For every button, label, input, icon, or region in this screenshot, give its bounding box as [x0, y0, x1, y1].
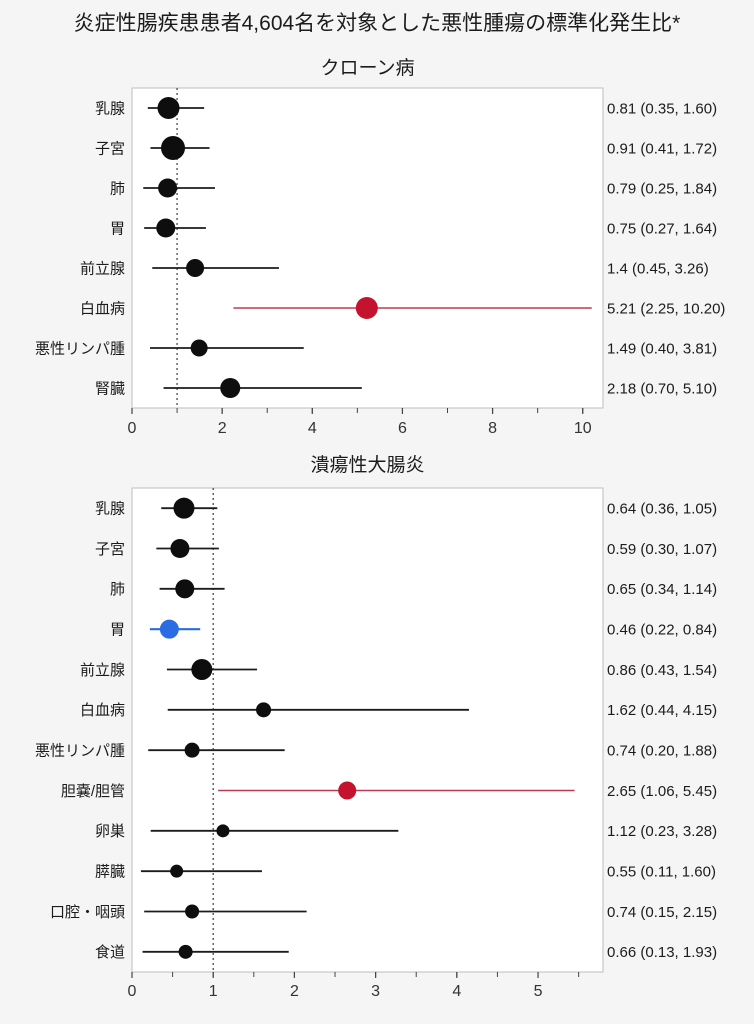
point-marker [216, 824, 230, 838]
value-label: 1.12 (0.23, 3.28) [607, 823, 717, 840]
axis-tick-label: 3 [371, 983, 380, 1000]
row-label: 前立腺 [80, 662, 125, 679]
row-label: 乳腺 [95, 100, 125, 117]
point-marker [157, 97, 180, 119]
axis-tick-label: 4 [308, 420, 317, 437]
row-label: 胃 [110, 220, 125, 237]
axis-tick-label: 1 [209, 983, 218, 1000]
axis-tick-label: 4 [452, 983, 461, 1000]
point-marker [159, 619, 179, 639]
point-marker [156, 218, 176, 238]
point-marker [256, 702, 272, 718]
panel-title-ulcerative-colitis: 潰瘍性大腸炎 [310, 455, 425, 476]
axis-tick-label: 5 [534, 983, 543, 1000]
value-label: 0.86 (0.43, 1.54) [607, 662, 717, 679]
point-marker [355, 297, 378, 319]
point-marker [175, 579, 195, 599]
row-label: 膵臓 [95, 863, 125, 880]
value-label: 0.64 (0.36, 1.05) [607, 500, 717, 517]
axis-tick-label: 2 [218, 420, 227, 437]
point-marker [190, 339, 208, 357]
point-marker [170, 539, 190, 558]
plot-area [131, 87, 604, 409]
row-label: 肺 [110, 180, 125, 197]
value-label: 1.62 (0.44, 4.15) [607, 702, 717, 719]
value-label: 0.66 (0.13, 1.93) [607, 944, 717, 961]
row-label: 口腔・咽頭 [50, 904, 125, 921]
axis-tick-label: 8 [488, 420, 497, 437]
panel-title-crohn: クローン病 [320, 58, 415, 79]
point-marker [184, 742, 200, 758]
value-label: 2.65 (1.06, 5.45) [607, 783, 717, 800]
value-label: 0.81 (0.35, 1.60) [607, 100, 717, 117]
point-marker [220, 378, 241, 398]
point-marker [170, 864, 184, 878]
row-label: 白血病 [80, 702, 125, 719]
row-label: 肺 [110, 581, 125, 598]
point-marker [338, 781, 357, 800]
value-label: 0.91 (0.41, 1.72) [607, 140, 717, 157]
point-marker [178, 944, 193, 959]
value-label: 0.59 (0.30, 1.07) [607, 541, 717, 558]
value-label: 0.79 (0.25, 1.84) [607, 180, 717, 197]
value-label: 0.65 (0.34, 1.14) [607, 581, 717, 598]
plot-area [131, 487, 604, 973]
axis-tick-label: 6 [398, 420, 407, 437]
row-label: 腎臓 [95, 380, 125, 397]
value-label: 0.55 (0.11, 1.60) [607, 863, 716, 880]
value-label: 0.74 (0.15, 2.15) [607, 904, 717, 921]
point-marker [186, 259, 205, 277]
point-marker [158, 178, 178, 198]
row-label: 食道 [95, 944, 125, 961]
point-marker [161, 136, 186, 160]
value-label: 0.75 (0.27, 1.64) [607, 220, 717, 237]
value-label: 1.4 (0.45, 3.26) [607, 260, 709, 277]
row-label: 白血病 [80, 300, 125, 317]
point-marker [173, 497, 195, 519]
value-label: 1.49 (0.40, 3.81) [607, 340, 717, 357]
row-label: 悪性リンパ腫 [35, 742, 125, 759]
row-label: 悪性リンパ腫 [35, 340, 125, 357]
row-label: 卵巣 [95, 823, 125, 840]
row-label: 胃 [110, 621, 125, 638]
row-label: 前立腺 [80, 260, 125, 277]
row-label: 子宮 [95, 541, 125, 558]
axis-tick-label: 0 [128, 420, 137, 437]
value-label: 0.74 (0.20, 1.88) [607, 742, 717, 759]
main-title: 炎症性腸疾患患者4,604名を対象とした悪性腫瘍の標準化発生比* [73, 12, 681, 35]
row-label: 子宮 [95, 140, 125, 157]
axis-tick-label: 2 [290, 983, 299, 1000]
point-marker [185, 904, 200, 919]
value-label: 5.21 (2.25, 10.20) [607, 300, 725, 317]
point-marker [191, 659, 213, 680]
value-label: 0.46 (0.22, 0.84) [607, 621, 717, 638]
row-label: 胆嚢/胆管 [61, 783, 125, 800]
axis-tick-label: 10 [574, 420, 592, 437]
axis-tick-label: 0 [128, 983, 137, 1000]
row-label: 乳腺 [95, 500, 125, 517]
value-label: 2.18 (0.70, 5.10) [607, 380, 717, 397]
